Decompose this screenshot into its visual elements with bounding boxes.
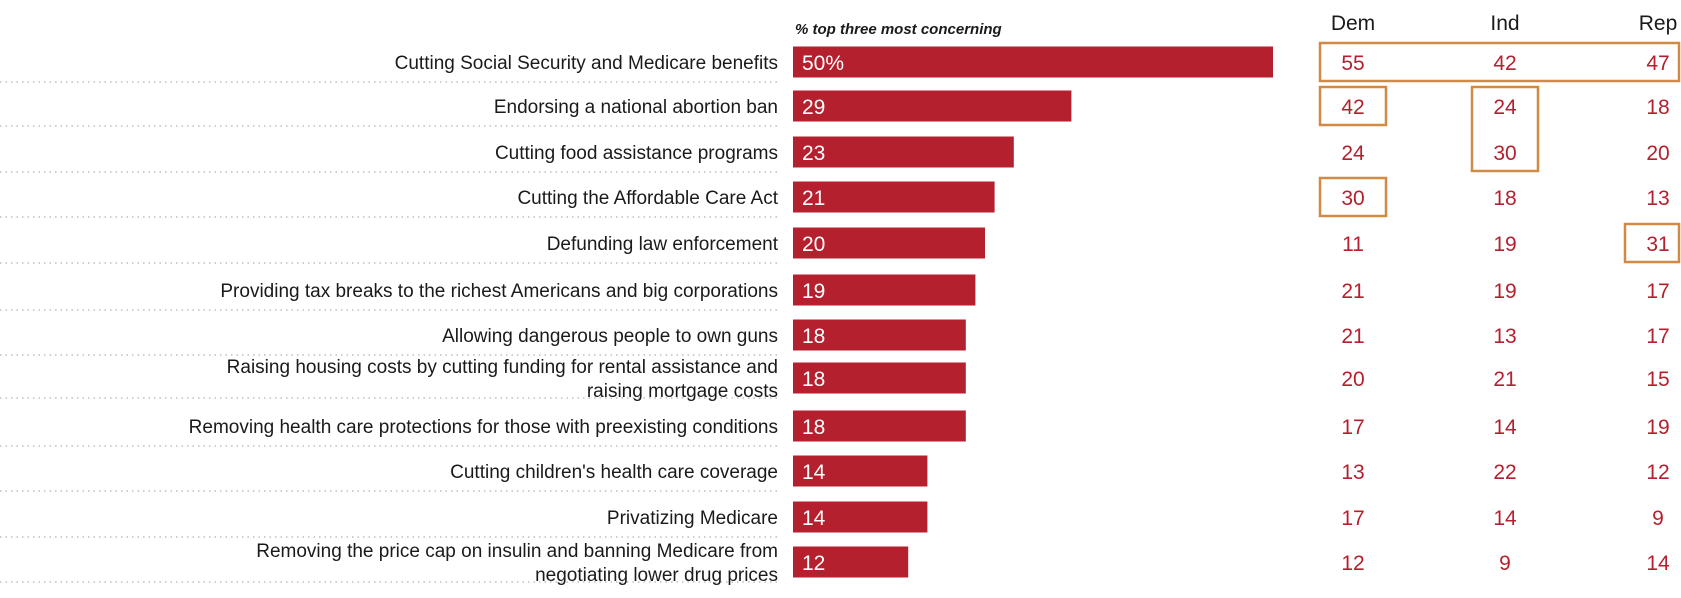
category-label: Raising housing costs by cutting funding… bbox=[227, 357, 778, 378]
category-labels: Cutting Social Security and Medicare ben… bbox=[189, 53, 779, 586]
bar bbox=[793, 501, 928, 533]
bar-value-label: 18 bbox=[802, 416, 825, 439]
bar-value-label: 19 bbox=[802, 280, 825, 303]
party-value-dem: 11 bbox=[1342, 233, 1364, 256]
party-value-ind: 18 bbox=[1493, 187, 1516, 210]
bar-value-label: 20 bbox=[802, 233, 825, 256]
party-value-ind: 9 bbox=[1499, 552, 1511, 575]
party-value-rep: 20 bbox=[1646, 142, 1669, 165]
party-value-dem: 30 bbox=[1341, 187, 1364, 210]
column-header-rep: Rep bbox=[1639, 12, 1678, 35]
party-value-rep: 9 bbox=[1652, 507, 1664, 530]
highlight-box bbox=[1623, 222, 1681, 264]
category-label: Privatizing Medicare bbox=[607, 508, 778, 529]
highlight-box bbox=[1470, 85, 1540, 173]
bar-value-label: 12 bbox=[802, 552, 825, 575]
bar-value-label: 14 bbox=[802, 507, 826, 530]
party-value-dem: 21 bbox=[1341, 325, 1364, 348]
party-value-ind: 24 bbox=[1493, 96, 1517, 119]
party-value-ind: 14 bbox=[1493, 507, 1517, 530]
bar bbox=[793, 362, 966, 394]
party-value-dem: 42 bbox=[1341, 96, 1364, 119]
bar bbox=[793, 274, 976, 306]
party-value-ind: 19 bbox=[1493, 233, 1516, 256]
bar-value-labels: 50% 29 23 21 20 19 18 18 18 14 14 12 bbox=[802, 52, 844, 575]
category-label: Defunding law enforcement bbox=[547, 234, 779, 255]
metric-label: % top three most concerning bbox=[795, 21, 1002, 38]
bar bbox=[793, 546, 909, 578]
party-value-rep: 31 bbox=[1646, 233, 1669, 256]
bar-value-label: 50% bbox=[802, 52, 844, 75]
highlight-box bbox=[1318, 85, 1388, 127]
category-label: Removing the price cap on insulin and ba… bbox=[256, 541, 778, 562]
category-label: Removing health care protections for tho… bbox=[189, 417, 778, 438]
bar-value-label: 14 bbox=[802, 461, 826, 484]
highlight-box bbox=[1318, 41, 1681, 83]
party-value-ind: 22 bbox=[1493, 461, 1516, 484]
party-value-dem: 17 bbox=[1341, 507, 1364, 530]
bar bbox=[793, 455, 928, 487]
party-value-ind: 42 bbox=[1493, 52, 1516, 75]
party-value-ind: 13 bbox=[1493, 325, 1516, 348]
bar bbox=[793, 227, 985, 259]
bar-value-label: 18 bbox=[802, 325, 825, 348]
category-label: Cutting the Affordable Care Act bbox=[517, 188, 778, 209]
party-value-dem: 55 bbox=[1341, 52, 1364, 75]
category-label: Cutting Social Security and Medicare ben… bbox=[395, 53, 778, 74]
category-label: Allowing dangerous people to own guns bbox=[442, 326, 778, 347]
category-label: Endorsing a national abortion ban bbox=[494, 97, 778, 118]
party-value-rep: 15 bbox=[1646, 368, 1669, 391]
party-value-rep: 13 bbox=[1646, 187, 1669, 210]
category-label: Cutting food assistance programs bbox=[495, 143, 778, 164]
party-value-ind: 19 bbox=[1493, 280, 1516, 303]
bar bbox=[793, 46, 1273, 78]
bar-value-label: 23 bbox=[802, 142, 825, 165]
row-leader-lines bbox=[0, 81, 780, 583]
party-value-ind: 30 bbox=[1493, 142, 1516, 165]
bar-value-label: 21 bbox=[802, 187, 825, 210]
bar-value-label: 29 bbox=[802, 96, 825, 119]
party-value-dem: 17 bbox=[1341, 416, 1364, 439]
party-value-rep: 17 bbox=[1646, 280, 1669, 303]
party-table-cells: 55 42 47 42 24 18 24 30 20 30 18 13 11 19 31 21 19 17 21 13… bbox=[1341, 52, 1670, 575]
party-value-dem: 21 bbox=[1341, 280, 1364, 303]
category-label: Cutting children's health care coverage bbox=[450, 462, 778, 483]
bar bbox=[793, 136, 1014, 168]
party-value-rep: 47 bbox=[1646, 52, 1669, 75]
category-label: raising mortgage costs bbox=[587, 381, 778, 402]
party-value-rep: 14 bbox=[1646, 552, 1670, 575]
party-value-rep: 18 bbox=[1646, 96, 1669, 119]
party-value-rep: 17 bbox=[1646, 325, 1669, 348]
party-value-dem: 13 bbox=[1341, 461, 1364, 484]
bar bbox=[793, 90, 1072, 122]
bar-value-label: 18 bbox=[802, 368, 825, 391]
party-value-ind: 14 bbox=[1493, 416, 1517, 439]
table-highlight-boxes bbox=[1318, 41, 1681, 264]
category-label: Providing tax breaks to the richest Amer… bbox=[220, 281, 778, 302]
category-label: negotiating lower drug prices bbox=[535, 565, 778, 586]
party-value-rep: 12 bbox=[1646, 461, 1669, 484]
party-value-ind: 21 bbox=[1493, 368, 1516, 391]
column-header-dem: Dem bbox=[1331, 12, 1375, 35]
party-value-dem: 24 bbox=[1341, 142, 1365, 165]
highlight-box bbox=[1318, 176, 1388, 218]
party-value-dem: 12 bbox=[1341, 552, 1364, 575]
bar bbox=[793, 410, 966, 442]
bar bbox=[793, 181, 995, 213]
party-value-rep: 19 bbox=[1646, 416, 1669, 439]
column-headers: Dem Ind Rep bbox=[1331, 12, 1677, 35]
bar bbox=[793, 319, 966, 351]
party-value-dem: 20 bbox=[1341, 368, 1364, 391]
bars bbox=[793, 46, 1273, 578]
column-header-ind: Ind bbox=[1490, 12, 1519, 35]
